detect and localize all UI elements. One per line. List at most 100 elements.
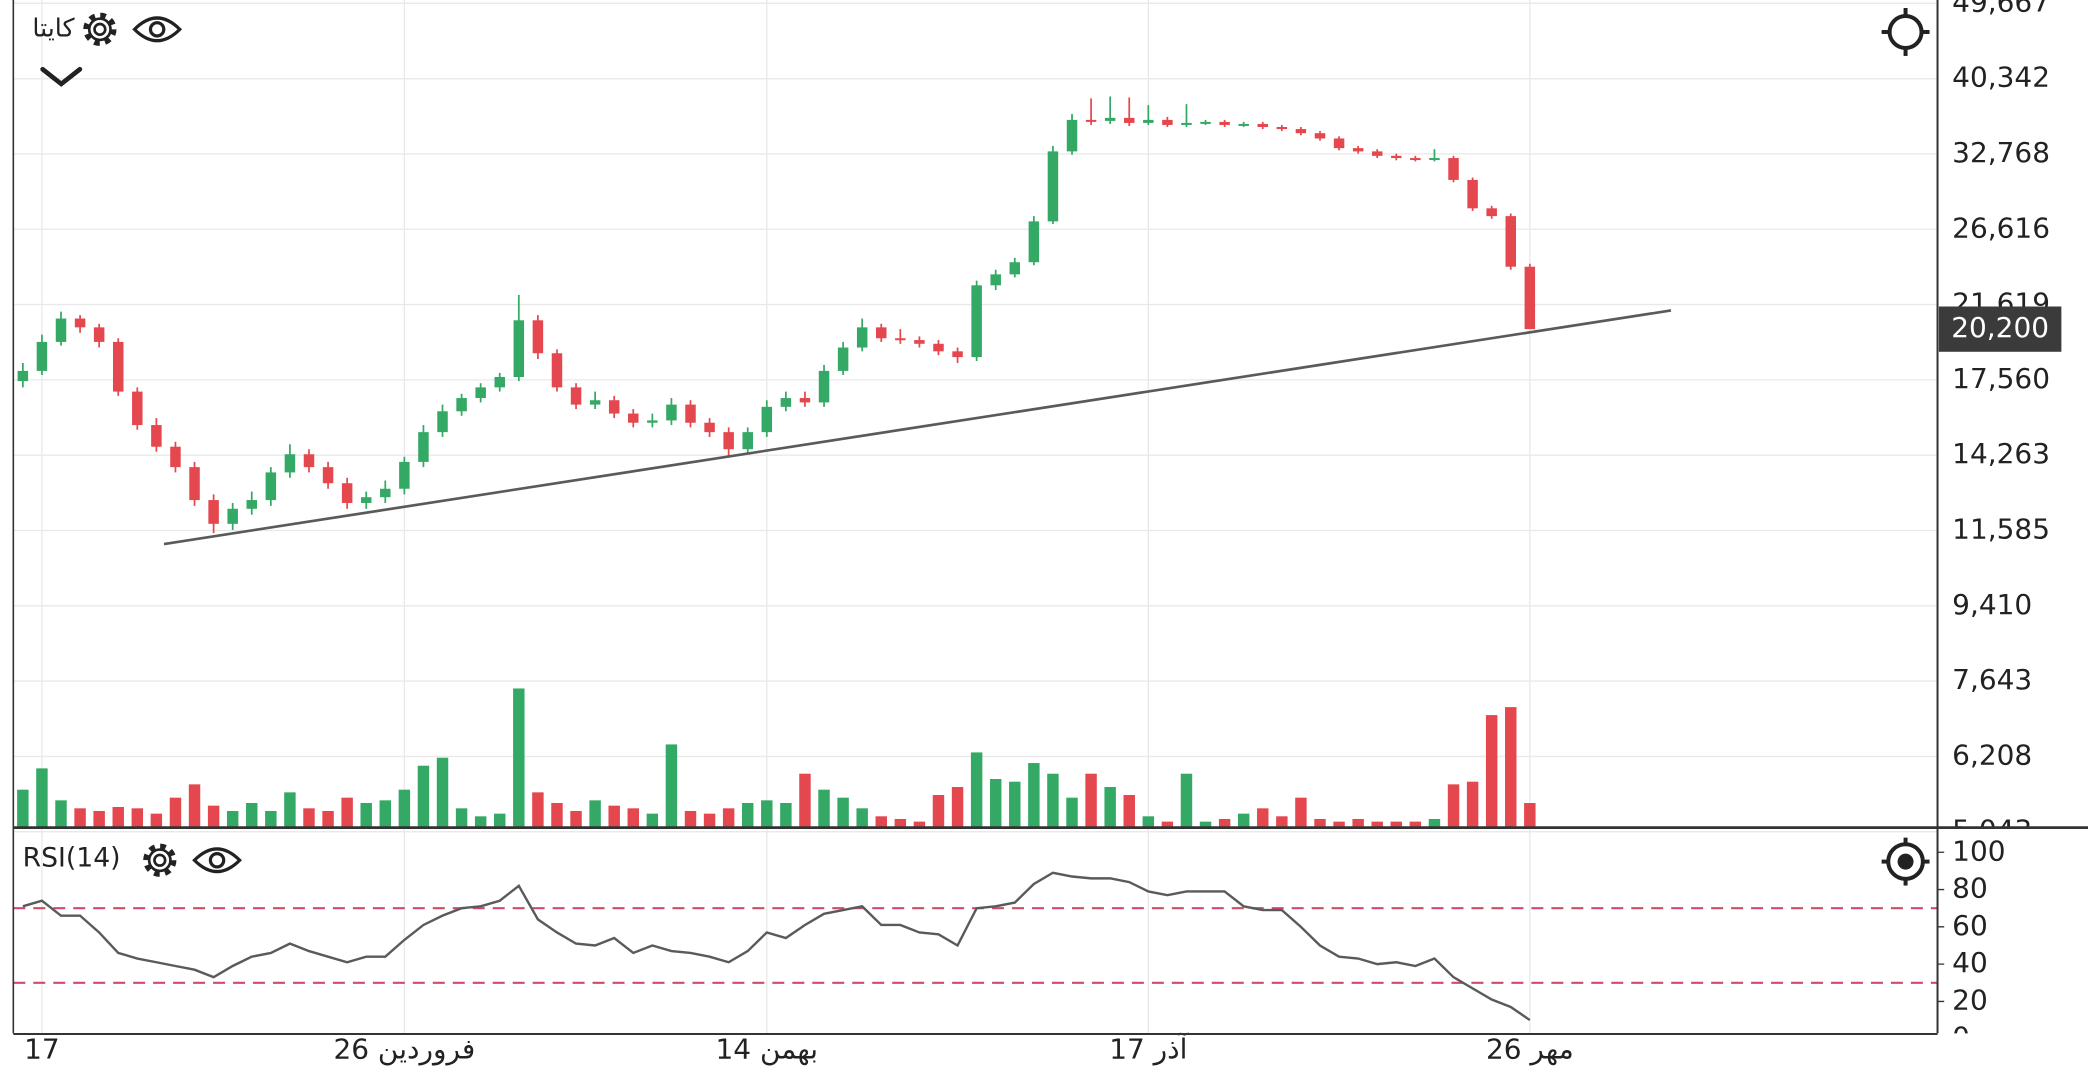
volume-bar [780, 802, 792, 827]
candle-body [112, 341, 124, 392]
volume-bar [1276, 816, 1288, 827]
candle-body [1524, 266, 1536, 330]
volume-bar [55, 800, 67, 827]
candle-body [170, 446, 181, 468]
candle-body [208, 500, 219, 524]
candle-body [284, 454, 296, 473]
candle-body [1219, 121, 1230, 125]
trendline [163, 309, 1672, 546]
y-tick-label: 40 [1952, 946, 1988, 979]
volume-bar [1161, 821, 1174, 827]
volume-bar [627, 808, 639, 827]
target-icon[interactable] [1881, 837, 1930, 886]
candle-body [1085, 119, 1097, 122]
volume-bar [1352, 818, 1364, 827]
volume-bar [417, 765, 430, 827]
candle-body [704, 422, 715, 433]
volume-bar [722, 808, 735, 827]
collapse-icon[interactable] [40, 66, 83, 87]
volume-bar [169, 797, 182, 827]
volume-bar [818, 789, 830, 827]
candle-body [780, 398, 792, 407]
volume-bar [1104, 787, 1116, 827]
indicator-title: RSI(14) [23, 842, 121, 873]
rsi-axis: 0 20 40 60 80 100 [1937, 834, 2006, 1033]
volume-bar [1428, 818, 1441, 827]
x-tick-label: 14 بهمن [716, 1033, 819, 1066]
candle-body [837, 347, 849, 371]
candle-body [1238, 123, 1249, 126]
volume-bar [1485, 715, 1498, 827]
volume-bar [1466, 781, 1479, 827]
candle-body [494, 376, 505, 388]
candle-body [246, 500, 258, 509]
volume-bar [684, 810, 697, 827]
volume-bar [284, 792, 296, 827]
y-tick-label: 40,342 [1952, 61, 2050, 94]
candle-body [647, 420, 658, 423]
volume-bar [494, 813, 506, 827]
candle-body [1486, 208, 1497, 217]
volume-bar [36, 768, 48, 827]
candle-body [399, 461, 410, 489]
volume-bar [1085, 773, 1097, 827]
volume-bar [665, 744, 678, 827]
candle-body [265, 472, 277, 501]
settings-icon[interactable] [83, 12, 117, 46]
candle-body [513, 320, 525, 377]
candle-body [1467, 179, 1478, 209]
y-tick-label: 17,560 [1952, 362, 2050, 395]
volume-bar [742, 802, 754, 827]
rsi-pane [13, 871, 1938, 1022]
settings-icon[interactable] [143, 843, 177, 877]
crosshair-icon[interactable] [1881, 8, 1930, 56]
volume-bar [1257, 808, 1269, 827]
volume-bar [360, 802, 372, 827]
candle-body [856, 327, 868, 348]
candle-body [1314, 133, 1326, 139]
volume-bar [894, 818, 907, 827]
candle-body [685, 404, 696, 423]
y-tick-label: 11,585 [1952, 512, 2050, 545]
candle-body [532, 320, 544, 354]
candle-body [1505, 216, 1516, 267]
candle-body [799, 398, 811, 403]
volume-bar [436, 757, 449, 827]
x-tick-label: 26 فروردین [333, 1033, 475, 1066]
visibility-icon[interactable] [132, 16, 183, 43]
candle-body [895, 338, 906, 341]
volume-bar [265, 810, 277, 827]
volume-bar [951, 787, 964, 827]
volume-bar [455, 808, 468, 827]
volume-bar [1009, 781, 1021, 827]
y-tick-label: 80 [1952, 872, 1988, 905]
x-tick-label: 26 مهر [1486, 1033, 1574, 1066]
candle-body [1429, 158, 1440, 161]
volume-bar [703, 813, 716, 827]
candle-body [360, 497, 372, 503]
visibility-icon[interactable] [192, 847, 242, 874]
candle-body [380, 488, 391, 498]
candle-body [1123, 117, 1135, 123]
volume-bar [1123, 795, 1135, 827]
x-tick-label: 17 آذر [1109, 1033, 1188, 1066]
y-tick-label: 100 [1952, 834, 2005, 867]
price-axis: 5,0436,2087,6439,41011,58514,26317,56021… [1952, 0, 2050, 827]
candle-body [341, 483, 353, 503]
candle-body [1352, 148, 1364, 152]
grid-layer [13, 0, 1938, 1034]
candle-body [151, 425, 162, 447]
candle-body [818, 370, 830, 403]
candle-body [551, 353, 563, 388]
candle-body [1104, 117, 1116, 121]
candle-body [1391, 155, 1402, 159]
candle-body [570, 387, 582, 405]
y-tick-label: 49,667 [1952, 0, 2050, 18]
price-pane [17, 96, 1672, 827]
candle-body [971, 285, 982, 358]
volume-bar [646, 813, 659, 827]
time-axis: 17 26 فروردین 14 بهمن 17 آذر 26 مهر [24, 1033, 1574, 1066]
candle-body [1143, 119, 1154, 123]
